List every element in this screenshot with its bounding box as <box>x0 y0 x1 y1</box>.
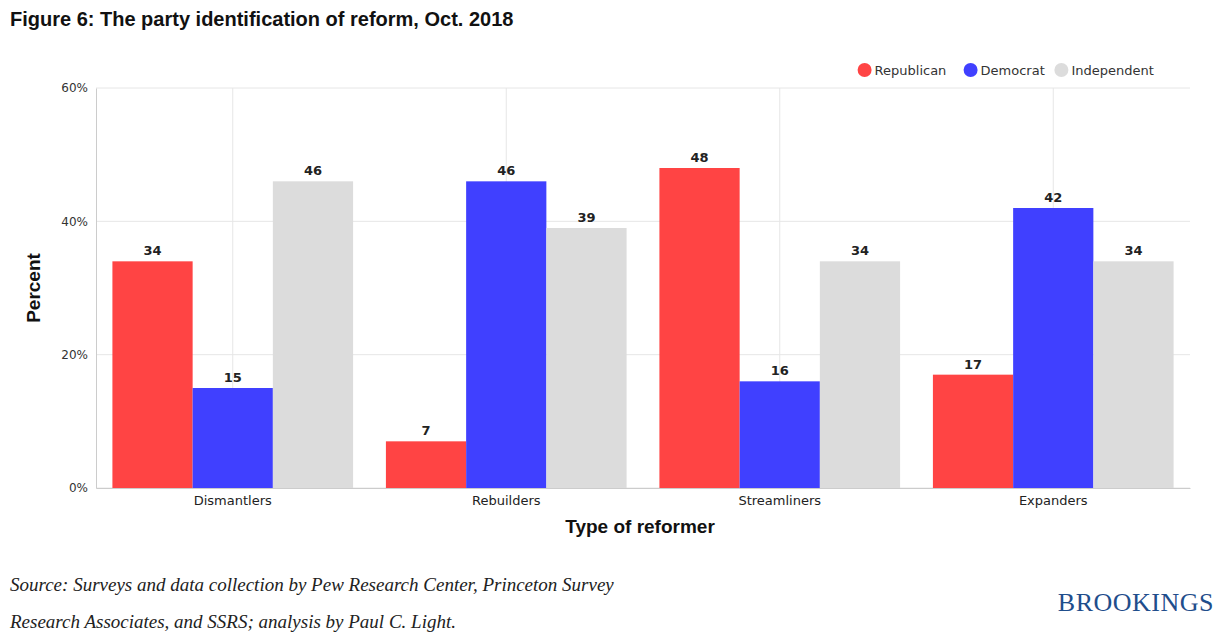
bar <box>386 441 466 488</box>
data-label: 17 <box>964 357 982 372</box>
bars <box>112 168 1173 488</box>
grid <box>96 88 1190 488</box>
bar <box>273 181 353 488</box>
bar <box>193 388 273 488</box>
bar <box>933 375 1013 488</box>
data-label: 46 <box>304 163 322 178</box>
chart: Figure 6: The party identification of re… <box>0 0 1224 638</box>
bar <box>659 168 739 488</box>
legend-swatch <box>964 63 978 77</box>
data-label: 34 <box>143 243 161 258</box>
legend-swatch <box>1054 63 1068 77</box>
legend-label: Republican <box>875 63 947 78</box>
y-axis-line <box>96 89 97 489</box>
bar <box>1013 208 1093 488</box>
x-axis: Dismantlers Rebuilders Streamliners Expande… <box>97 488 1191 508</box>
x-tick-label: Dismantlers <box>194 493 272 508</box>
y-axis: 0% 20% 40% 60% <box>61 81 96 495</box>
data-label: 15 <box>224 370 242 385</box>
bar <box>740 381 820 488</box>
legend: Independent Democrat Republican <box>858 63 1154 78</box>
bar <box>1093 261 1173 488</box>
x-tick: Dismantlers <box>194 488 272 508</box>
y-tick: 0% <box>69 481 96 495</box>
x-axis-line <box>97 488 1191 489</box>
bar <box>546 228 626 488</box>
bar <box>820 261 900 488</box>
y-tick: 20% <box>61 348 96 362</box>
y-tick-label: 0% <box>69 481 88 495</box>
x-tick: Expanders <box>1019 488 1088 508</box>
y-tick-label: 40% <box>61 215 88 229</box>
data-label: 46 <box>497 163 515 178</box>
bar <box>112 261 192 488</box>
data-label: 42 <box>1044 190 1062 205</box>
legend-swatch <box>858 63 872 77</box>
x-tick: Streamliners <box>738 488 821 508</box>
x-tick-label: Expanders <box>1019 493 1088 508</box>
source: Source: Surveys and data collection by P… <box>10 574 614 595</box>
grid-line <box>96 88 1190 89</box>
title: Figure 6: The party identification of re… <box>10 8 513 30</box>
legend-label: Democrat <box>981 63 1045 78</box>
data-label: 48 <box>690 150 708 165</box>
x-tick: Rebuilders <box>472 488 541 508</box>
x-tick-label: Streamliners <box>738 493 821 508</box>
data-label: 34 <box>1124 243 1142 258</box>
y-tick: 40% <box>61 215 96 229</box>
data-label: 39 <box>577 210 595 225</box>
x-tick-label: Rebuilders <box>472 493 541 508</box>
y-tick: 60% <box>61 81 96 95</box>
data-label: 7 <box>421 423 430 438</box>
y-tick-label: 20% <box>61 348 88 362</box>
y-axis-title: Percent <box>23 252 44 322</box>
source: Research Associates, and SSRS; analysis … <box>9 611 456 632</box>
y-tick-label: 60% <box>61 81 88 95</box>
credit: BROOKINGS <box>1058 588 1214 617</box>
data-label: 34 <box>851 243 869 258</box>
data-label: 16 <box>771 363 789 378</box>
data-labels: 34 7 48 17 15 46 16 42 46 39 34 34 <box>143 150 1142 438</box>
legend-label: Independent <box>1071 63 1153 78</box>
x-axis-title: Type of reformer <box>565 516 715 537</box>
bar <box>466 181 546 488</box>
